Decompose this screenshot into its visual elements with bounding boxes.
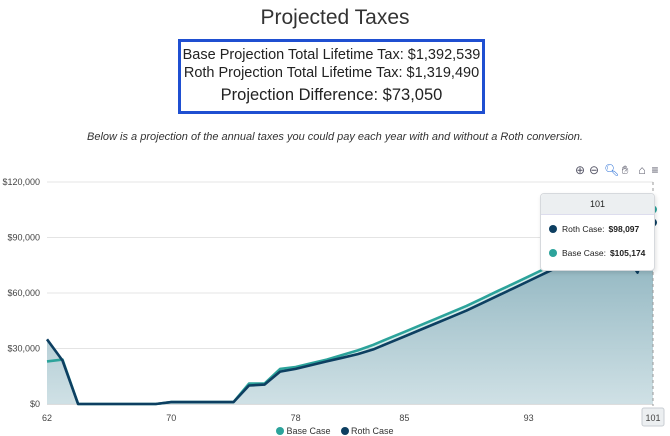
selection-zoom-icon[interactable]: 🔍︎: [604, 163, 620, 177]
y-tick-label: $120,000: [2, 177, 40, 187]
tooltip-base-value: $105,174: [609, 248, 646, 258]
tooltip-header: 101: [541, 194, 654, 215]
x-tick-label: 78: [291, 413, 301, 423]
page-title: Projected Taxes: [260, 6, 410, 29]
roth-series-dot-icon: [549, 225, 557, 233]
crosshair-label-box: [641, 407, 665, 427]
series-areas: [47, 209, 653, 404]
chart-legend: Base Case Roth Case: [0, 426, 670, 436]
pan-hand-icon[interactable]: ✋︎: [621, 163, 629, 177]
legend-label-base: Base Case: [286, 426, 331, 436]
roth-case-dot-icon: [341, 427, 349, 435]
zoom-in-icon[interactable]: ⊕: [574, 163, 586, 177]
y-tick-label: $90,000: [7, 233, 40, 243]
x-tick-label: 93: [524, 413, 534, 423]
base-series-dot-icon: [549, 249, 557, 257]
chart-description: Below is a projection of the annual taxe…: [87, 131, 583, 143]
tooltip-roth-label: Roth Case:: [562, 224, 605, 234]
menu-icon[interactable]: ≡: [651, 163, 659, 177]
crosshair-label: 101: [645, 413, 660, 423]
x-tick-label: 70: [166, 413, 176, 423]
tax-summary-box: Base Projection Total Lifetime Tax: $1,3…: [178, 39, 485, 114]
tooltip-base-label: Base Case:: [562, 248, 606, 258]
y-tick-label: $0: [30, 399, 40, 409]
tooltip-roth-value: $98,097: [608, 224, 640, 234]
legend-label-roth: Roth Case: [351, 426, 394, 436]
roth-total-tax: Roth Projection Total Lifetime Tax: $1,3…: [183, 65, 480, 81]
y-tick-label: $60,000: [7, 288, 40, 298]
projection-difference: Projection Difference: $73,050: [220, 86, 443, 104]
x-tick-label: 85: [399, 413, 409, 423]
zoom-out-icon[interactable]: ⊖: [588, 163, 600, 177]
legend-item-roth-case[interactable]: Roth Case: [341, 426, 394, 436]
roth-case-area: [47, 222, 653, 404]
tooltip-base-row: Base Case: $105,174: [549, 247, 645, 259]
base-total-tax: Base Projection Total Lifetime Tax: $1,3…: [182, 47, 481, 63]
tooltip-roth-row: Roth Case: $98,097: [549, 223, 639, 235]
chart-tooltip: 101 Roth Case: $98,097 Base Case: $105,174: [540, 193, 655, 271]
legend-item-base-case[interactable]: Base Case: [276, 426, 330, 436]
y-tick-label: $30,000: [7, 344, 40, 354]
x-tick-label: 62: [42, 413, 52, 423]
base-case-dot-icon: [276, 427, 285, 435]
home-reset-icon[interactable]: ⌂: [638, 163, 646, 177]
